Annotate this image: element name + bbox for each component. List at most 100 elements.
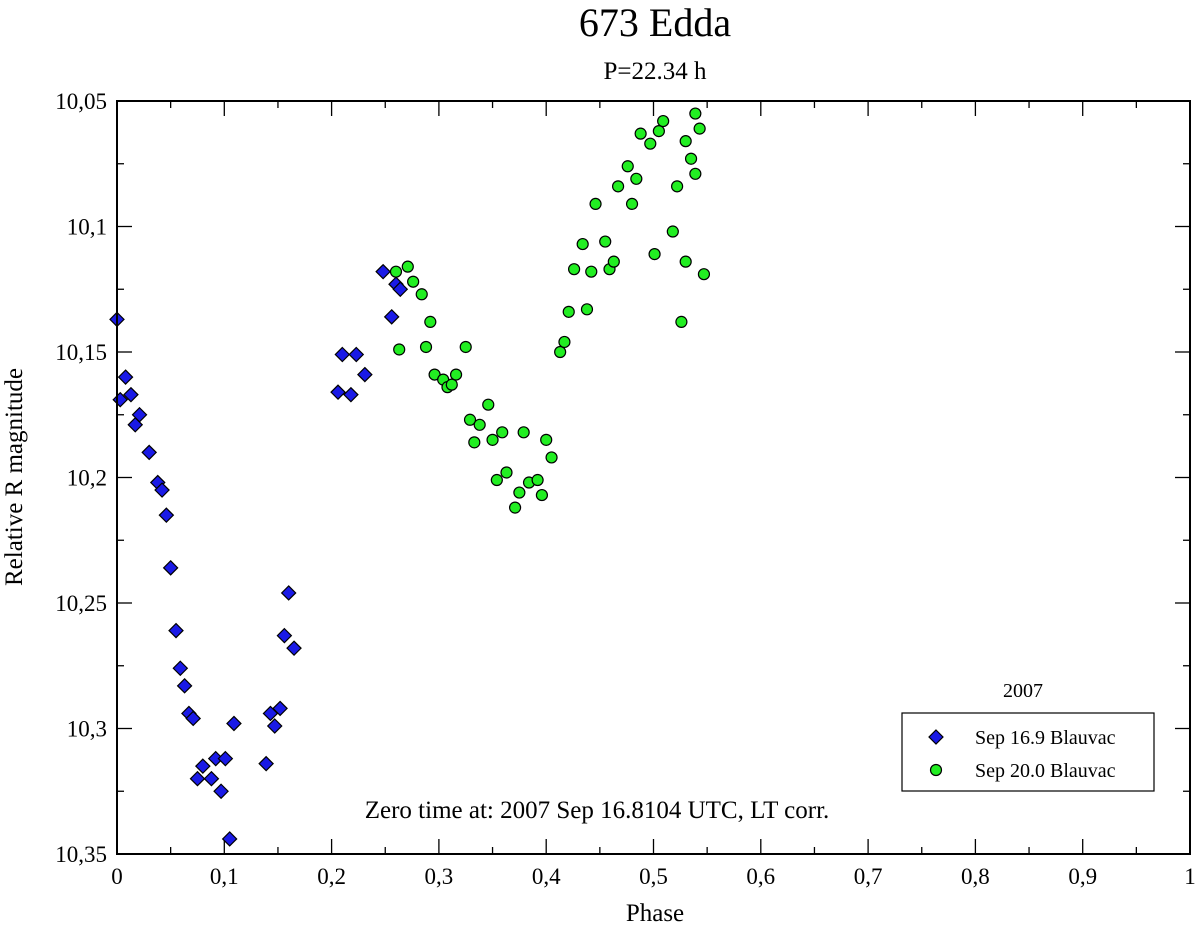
x-tick-label: 1 [1184,864,1196,889]
x-tick-label: 0,5 [639,864,668,889]
data-point-series-1 [154,482,170,498]
x-tick-label: 0,2 [317,864,346,889]
data-point-series-2 [580,303,594,316]
x-tick-label: 0 [111,864,123,889]
data-point-series-2 [500,466,513,479]
data-point-series-1 [334,346,351,363]
data-point-series-1 [176,677,193,694]
legend-label: Sep 20.0 Blauvac [975,760,1116,782]
y-tick-label: 10,15 [55,340,107,365]
data-point-series-1 [189,770,206,787]
data-point-series-2 [535,488,549,502]
data-point-series-1 [330,384,346,401]
data-point-series-2 [684,152,698,165]
y-tick-label: 10,05 [55,89,107,114]
data-point-series-2 [401,260,414,273]
data-point-series-2 [675,315,688,328]
legend-box [901,712,1155,792]
data-point-series-2 [473,418,486,431]
legend-label: Sep 16.9 Blauvac [975,727,1116,749]
legend-marker-circle [929,763,943,777]
data-point-series-1 [217,750,234,767]
data-point-series-2 [621,160,634,173]
data-point-series-2 [554,345,567,359]
legend: 2007 Sep 16.9 Blauvac Sep 20.0 Blauvac [901,680,1155,792]
data-point-series-1 [158,507,175,523]
data-point-series-1 [141,444,158,461]
data-point-series-1 [168,622,184,639]
data-point-series-1 [375,263,391,280]
data-point-series-2 [482,398,495,411]
data-point-series-2 [630,172,643,185]
data-point-series-2 [589,197,602,211]
data-point-series-2 [419,340,433,354]
data-point-series-1 [131,406,148,423]
data-point-series-2 [424,315,437,328]
data-point-series-2 [540,433,553,446]
data-point-series-1 [172,660,189,677]
data-point-series-2 [445,378,458,391]
data-point-series-2 [652,125,665,138]
data-point-series-1 [348,346,365,363]
data-point-series-2 [689,107,702,120]
data-point-series-2 [697,268,711,281]
data-point-series-2 [657,114,670,128]
data-point-series-1 [272,700,288,717]
legend-title: 2007 [1003,680,1043,702]
data-point-series-2 [463,413,477,426]
y-tick-label: 10,35 [55,842,107,867]
data-point-series-1 [185,710,202,727]
chart-subtitle: P=22.34 h [603,58,707,85]
data-point-series-2 [585,265,598,278]
data-point-series-1 [343,386,359,403]
data-point-series-2 [508,501,522,514]
data-point-series-2 [693,122,706,135]
data-point-series-2 [517,426,530,439]
data-point-series-2 [607,255,620,268]
data-point-series-2 [459,340,472,354]
data-point-series-2 [562,305,575,318]
data-point-series-2 [644,137,657,150]
data-point-series-1 [221,831,238,847]
data-point-series-2 [486,433,499,446]
data-point-series-2 [513,486,526,499]
y-tick-label: 10,2 [67,466,107,491]
legend-marker-diamond [928,729,944,745]
data-point-series-2 [634,127,647,140]
data-point-series-2 [671,180,684,193]
y-axis-label: Relative R magnitude [1,368,28,586]
x-tick-label: 0,8 [961,864,990,889]
data-point-series-1 [276,627,293,644]
data-point-series-2 [666,225,679,238]
data-point-series-1 [117,369,134,385]
data-point-series-1 [280,585,297,601]
data-point-series-1 [213,783,229,800]
data-point-series-2 [558,335,571,349]
data-point-series-2 [449,368,463,381]
data-points [109,107,711,847]
x-tick-label: 0,7 [854,864,883,889]
data-point-series-2 [648,248,661,261]
data-point-series-2 [389,265,403,278]
y-tick-label: 10,3 [67,717,107,742]
data-point-series-2 [689,167,702,180]
x-tick-label: 0,4 [532,864,561,889]
data-point-series-2 [468,436,481,449]
x-tick-label: 0,9 [1068,864,1097,889]
data-point-series-1 [357,366,373,383]
data-point-series-2 [576,237,589,251]
data-point-series-2 [599,235,612,248]
data-point-series-1 [226,715,242,732]
y-tick-label: 10,25 [55,591,107,616]
data-point-series-1 [383,309,400,325]
data-point-series-2 [625,197,639,211]
x-tick-label: 0,1 [210,864,239,889]
x-tick-label: 0,6 [746,864,775,889]
data-point-series-2 [679,255,692,268]
zero-time-annotation: Zero time at: 2007 Sep 16.8104 UTC, LT c… [365,797,830,824]
plot-frame [116,100,1191,855]
y-tick-label: 10,1 [67,215,107,240]
data-point-series-1 [194,758,211,774]
data-point-series-1 [258,755,274,772]
